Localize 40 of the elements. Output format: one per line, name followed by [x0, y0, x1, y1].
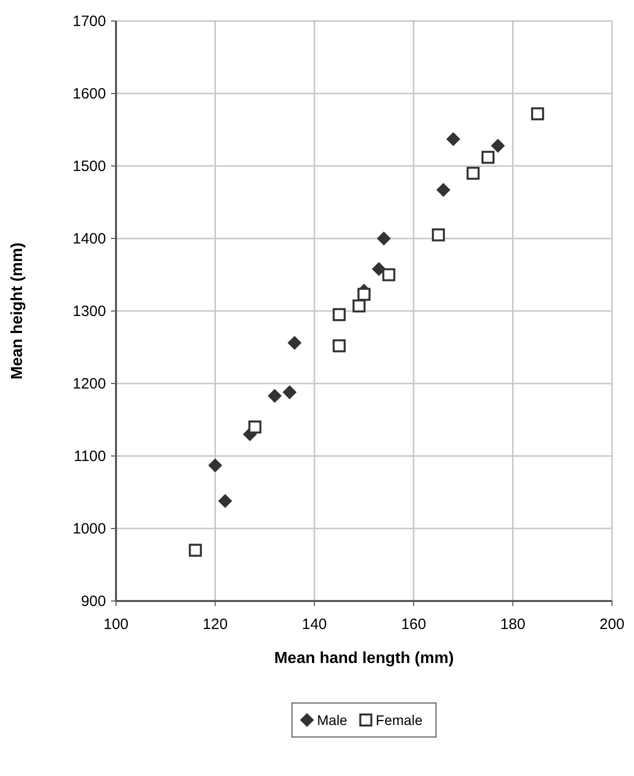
point	[376, 232, 391, 246]
x-tick-label: 120	[202, 616, 228, 633]
point	[352, 299, 366, 312]
y-axis-title: Mean height (mm)	[9, 242, 26, 380]
y-tick-label: 1600	[72, 86, 106, 102]
point	[332, 308, 346, 322]
y-tick-label: 1500	[72, 158, 106, 175]
x-axis-title: Mean hand length (mm)	[274, 650, 454, 667]
y-tick-label: 1100	[74, 448, 106, 465]
x-tick-label: 160	[401, 616, 426, 633]
point	[432, 228, 445, 242]
point	[188, 544, 202, 557]
point	[531, 107, 544, 120]
point	[446, 132, 460, 146]
point	[482, 150, 494, 164]
x-tick-label: 180	[500, 616, 526, 633]
y-tick-label: 1200	[72, 376, 106, 392]
y-tick-label: 1700	[72, 13, 106, 30]
point	[282, 385, 297, 400]
point	[332, 339, 346, 352]
point	[218, 494, 232, 508]
x-tick-label: 100	[103, 616, 129, 633]
point	[372, 262, 386, 276]
point	[436, 182, 450, 197]
point	[466, 166, 480, 180]
x-tick-label: 140	[302, 616, 327, 633]
legend-label: Female	[376, 712, 423, 728]
point	[382, 268, 396, 282]
y-tick-label: 1300	[72, 303, 106, 320]
point	[268, 388, 282, 403]
point	[288, 336, 302, 350]
x-tick-label: 200	[599, 616, 625, 633]
y-tick-label: 1000	[72, 520, 106, 538]
y-tick-label: 1400	[72, 230, 106, 248]
legend-label: Male	[317, 712, 348, 728]
point	[490, 138, 505, 153]
y-tick-label: 900	[80, 593, 106, 610]
point	[358, 288, 370, 301]
point	[208, 458, 222, 472]
point	[248, 420, 262, 434]
